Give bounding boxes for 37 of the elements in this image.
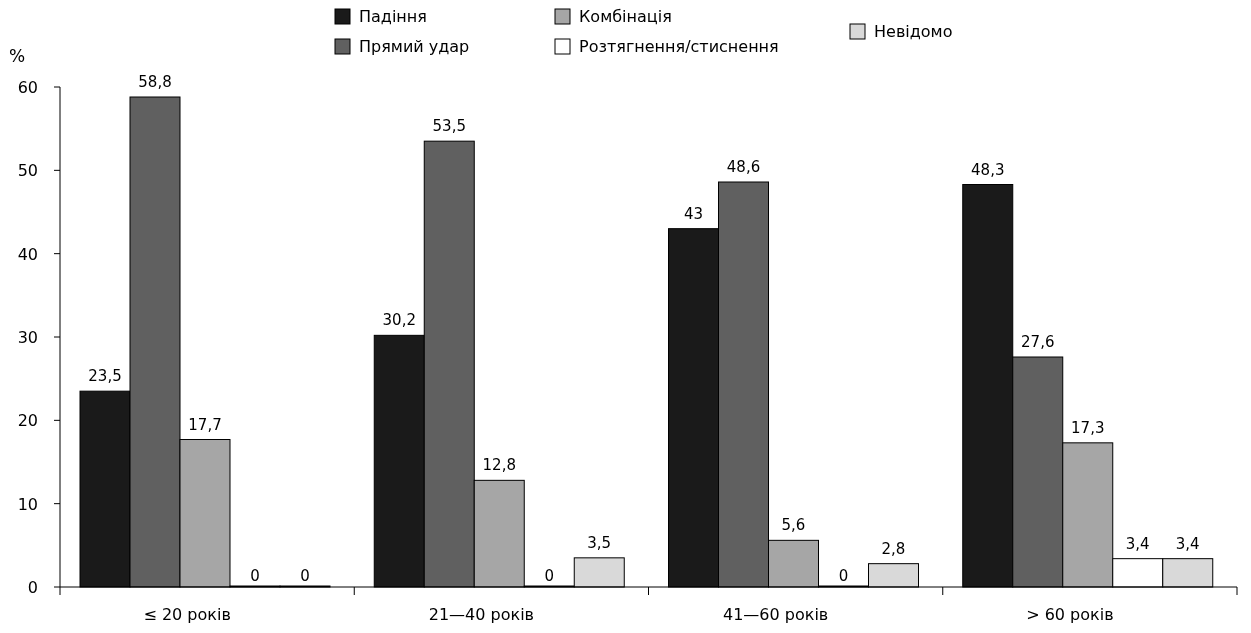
- y-tick-label: 50: [17, 161, 38, 181]
- data-label: 3,5: [587, 533, 612, 552]
- data-label: 0: [300, 567, 310, 585]
- y-tick-label: 60: [17, 78, 38, 97]
- y-tick-label: 40: [17, 244, 38, 264]
- data-label: 5,6: [781, 516, 806, 535]
- y-axis-title: %: [9, 46, 26, 66]
- data-label: 43: [683, 204, 704, 223]
- data-label: 3,4: [1125, 534, 1150, 553]
- x-tick-label: ≤ 20 років: [143, 605, 231, 624]
- legend-label: Падіння: [359, 7, 427, 26]
- data-label: 0: [250, 567, 260, 585]
- data-label: 48,6: [726, 158, 761, 176]
- legend-label: Невідомо: [874, 22, 953, 41]
- data-label: 30,2: [382, 311, 416, 330]
- data-label: 23,5: [88, 367, 122, 386]
- y-tick-label: 30: [17, 328, 38, 347]
- data-label: 0: [544, 567, 555, 585]
- x-tick-label: 21—40 років: [428, 605, 535, 624]
- data-label: 58,8: [138, 73, 172, 91]
- x-tick-label: 41—60 років: [722, 605, 829, 624]
- data-label: 12,8: [482, 456, 516, 475]
- data-label: 3,4: [1175, 534, 1200, 553]
- legend-label: Прямий удар: [359, 37, 470, 56]
- y-tick-label: 10: [17, 494, 38, 514]
- data-label: 2,8: [881, 539, 906, 558]
- data-label: 17,3: [1071, 418, 1105, 437]
- legend-label: Комбінація: [579, 7, 672, 26]
- data-label: 53,5: [432, 117, 466, 136]
- data-label: 48,3: [971, 160, 1005, 179]
- data-label: 0: [838, 567, 849, 585]
- data-label: 27,6: [1021, 333, 1055, 351]
- y-tick-label: 0: [27, 578, 38, 597]
- data-label: 17,7: [188, 415, 222, 434]
- legend-label: Розтягнення/стиснення: [579, 37, 779, 56]
- y-tick-label: 20: [17, 411, 38, 431]
- x-tick-label: > 60 років: [1026, 605, 1114, 624]
